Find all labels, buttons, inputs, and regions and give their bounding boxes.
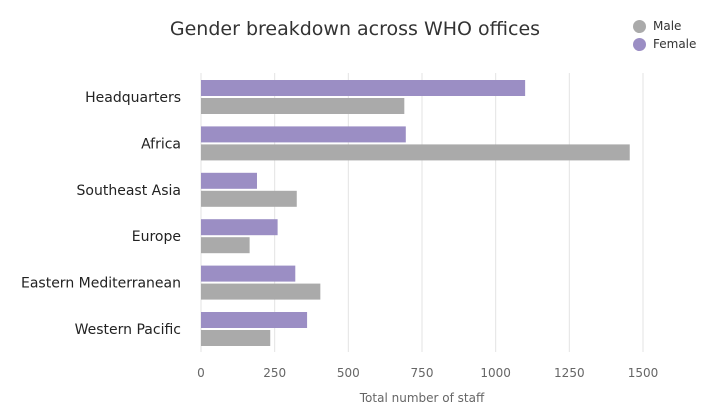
- category-label-1: Africa: [141, 136, 181, 152]
- category-label-0: Headquarters: [85, 90, 181, 106]
- category-label-2: Southeast Asia: [77, 183, 181, 199]
- legend-label-male: Male: [653, 19, 682, 33]
- legend-label-female: Female: [653, 37, 697, 51]
- bar-male-2: [201, 190, 297, 207]
- category-label-4: Eastern Mediterranean: [21, 276, 181, 292]
- legend-item-male: Male: [633, 17, 696, 35]
- x-tick-label-500: 500: [337, 366, 360, 380]
- legend-swatch-male: [633, 19, 646, 33]
- bar-female-0: [201, 80, 526, 96]
- legend-swatch-female: [633, 37, 646, 51]
- category-labels: Headquarters Africa Southeast Asia Europe Ea…: [21, 90, 181, 338]
- bar-female-2: [201, 172, 257, 189]
- bar-male-5: [201, 330, 271, 346]
- bar-female-5: [201, 312, 308, 328]
- bar-male-4: [201, 283, 321, 300]
- gridlines: [200, 73, 644, 352]
- chart-title: Gender breakdown across WHO offices: [169, 18, 541, 40]
- x-axis-title: Total number of staff: [359, 391, 485, 405]
- bar-male-3: [201, 237, 250, 254]
- x-tick-label-1000: 1000: [480, 366, 511, 380]
- x-tick-labels: 0 250 500 750 1000 1250 1500: [197, 366, 658, 380]
- bar-female-4: [201, 265, 296, 282]
- bar-female-1: [201, 126, 406, 143]
- bars: [201, 80, 630, 346]
- bar-male-0: [201, 98, 405, 114]
- x-tick-label-0: 0: [197, 366, 205, 380]
- bar-male-1: [201, 144, 630, 161]
- bar-female-3: [201, 219, 278, 236]
- category-label-3: Europe: [132, 229, 181, 245]
- category-label-5: Western Pacific: [75, 322, 181, 338]
- legend-item-female: Female: [633, 35, 696, 53]
- legend: Male Female: [633, 17, 696, 53]
- x-tick-label-250: 250: [263, 366, 286, 380]
- x-tick-label-750: 750: [411, 366, 434, 380]
- x-tick-label-1250: 1250: [554, 366, 585, 380]
- x-tick-label-1500: 1500: [628, 366, 659, 380]
